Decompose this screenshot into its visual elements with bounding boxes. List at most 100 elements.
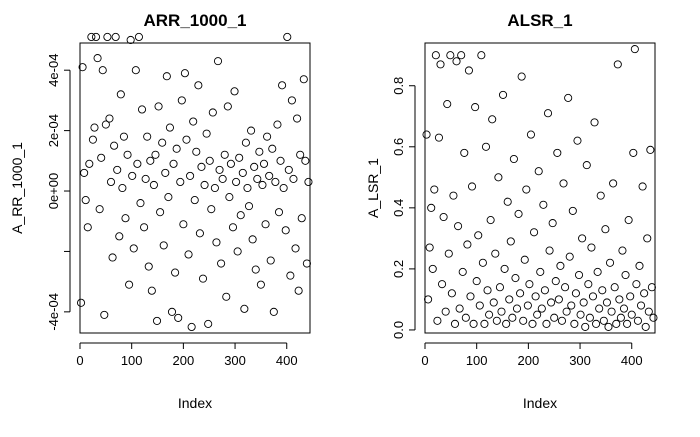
data-point (284, 165, 293, 174)
data-point (452, 57, 461, 66)
data-point (495, 283, 504, 292)
x-tick-label: 0 (421, 353, 428, 368)
data-point (592, 319, 601, 328)
data-point (613, 60, 622, 69)
data-point (299, 75, 308, 84)
data-point (627, 310, 636, 319)
data-point (472, 277, 481, 286)
data-point (144, 262, 153, 271)
data-point (517, 72, 526, 81)
data-point (161, 168, 170, 177)
data-point (205, 156, 214, 165)
data-point (624, 216, 633, 225)
y-tick-label: 0.8 (391, 77, 406, 95)
data-point (497, 307, 506, 316)
data-point (626, 292, 635, 301)
data-point (584, 280, 593, 289)
data-point (263, 132, 272, 141)
data-point (190, 196, 199, 205)
data-point (100, 310, 109, 319)
data-point (516, 289, 525, 298)
chart-title: ARR_1000_1 (143, 11, 246, 30)
data-point (207, 205, 216, 214)
data-point (509, 154, 518, 164)
data-point (78, 63, 87, 72)
data-point (492, 316, 501, 325)
data-point (169, 159, 178, 168)
data-point (294, 286, 303, 295)
data-point (478, 258, 487, 267)
data-point (438, 280, 447, 289)
data-point (601, 225, 610, 234)
data-point (101, 120, 110, 129)
data-point (131, 66, 140, 75)
data-point (76, 298, 86, 307)
data-point (461, 313, 470, 322)
data-point (598, 286, 607, 295)
data-point (621, 270, 630, 280)
data-point (596, 191, 605, 200)
data-point (164, 193, 173, 202)
data-point (158, 138, 167, 147)
data-point (198, 274, 208, 283)
data-point (297, 214, 306, 223)
data-point (425, 243, 434, 252)
data-point (251, 265, 260, 274)
data-point (450, 319, 460, 328)
data-point (526, 130, 536, 139)
data-point (514, 209, 523, 218)
data-point (434, 133, 444, 142)
data-point (528, 319, 537, 328)
y-axis-label: A_LSR_1 (365, 158, 381, 218)
data-point (457, 51, 466, 60)
data-point (610, 283, 619, 292)
x-tick-label: 100 (466, 353, 488, 368)
data-point (449, 191, 458, 200)
y-tick-label: 0e+00 (46, 173, 61, 210)
data-point (118, 183, 127, 193)
data-point (511, 274, 520, 283)
data-point (556, 261, 565, 270)
data-point (238, 168, 247, 177)
data-point (286, 271, 295, 280)
data-point (202, 129, 211, 138)
data-point (638, 182, 647, 191)
x-tick-label: 400 (621, 353, 643, 368)
data-point (466, 292, 475, 301)
data-point (615, 295, 624, 304)
data-point (90, 123, 99, 132)
data-point (469, 319, 478, 328)
data-point (110, 141, 119, 150)
data-point (540, 286, 549, 295)
data-point (253, 174, 262, 183)
data-point (485, 310, 494, 319)
x-axis-label: Index (523, 395, 557, 411)
data-point (519, 316, 528, 325)
data-point (123, 150, 132, 159)
data-point (443, 100, 452, 109)
data-point (641, 322, 650, 331)
data-point (559, 179, 568, 188)
data-point (446, 51, 455, 60)
data-point (276, 156, 285, 165)
data-point (609, 179, 618, 188)
data-point (233, 247, 242, 256)
x-tick-label: 300 (569, 353, 591, 368)
data-point (428, 264, 437, 273)
data-point (274, 208, 284, 217)
data-point (223, 102, 232, 111)
data-point (210, 183, 219, 193)
data-point (481, 142, 491, 151)
data-point (167, 307, 177, 316)
data-point (582, 161, 591, 170)
chart-panel-1: ARR_1000_1 0 100 200 300 400 -4e-04 0e+00 2e-04 4… (9, 11, 313, 411)
data-point (491, 249, 500, 258)
data-point (467, 182, 477, 191)
data-point (128, 171, 137, 180)
data-point (531, 292, 540, 301)
plot-frame (424, 42, 656, 334)
data-point (225, 193, 234, 202)
data-point (508, 313, 517, 322)
data-point (174, 313, 183, 322)
